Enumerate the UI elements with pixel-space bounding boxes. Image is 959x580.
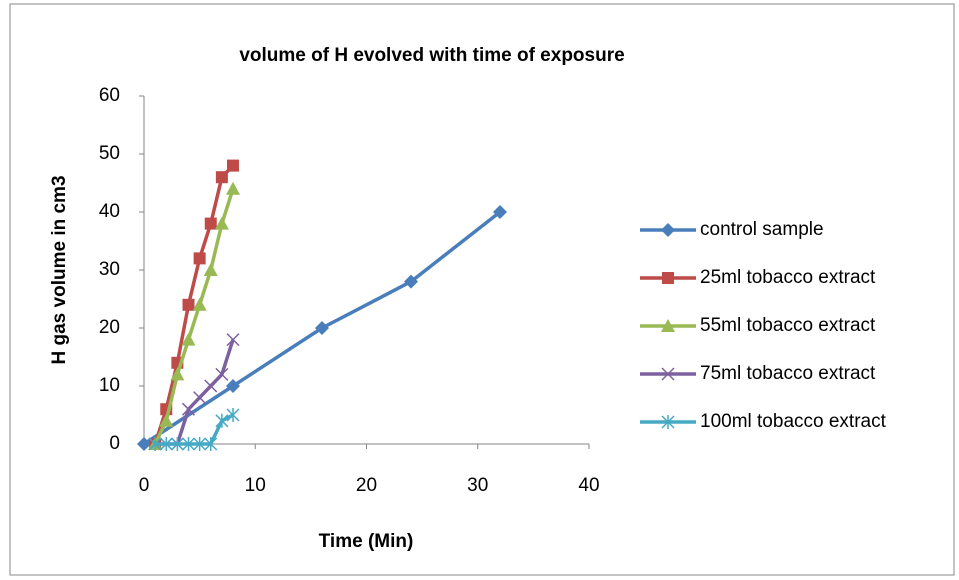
marker	[214, 216, 229, 230]
legend-label: 25ml tobacco extract	[700, 267, 876, 288]
legend-marker	[661, 223, 675, 237]
marker	[193, 437, 207, 451]
y-tick-label: 60	[99, 85, 120, 106]
y-tick-label: 10	[99, 375, 120, 396]
marker	[226, 379, 240, 393]
marker	[215, 171, 228, 184]
legend-marker	[662, 272, 674, 284]
marker	[193, 391, 207, 405]
marker	[182, 298, 195, 311]
marker	[192, 297, 207, 311]
marker	[493, 205, 507, 219]
marker	[159, 437, 173, 451]
marker	[204, 217, 217, 230]
y-tick-label: 0	[109, 433, 120, 454]
marker	[226, 181, 240, 195]
marker	[170, 437, 184, 451]
legend-marker	[661, 415, 675, 429]
series-line	[153, 164, 235, 445]
x-tick-label: 30	[467, 475, 488, 496]
x-axis-title: Time (Min)	[319, 531, 414, 552]
y-tick-label: 40	[99, 201, 120, 222]
marker	[148, 437, 162, 451]
marker	[227, 159, 239, 172]
marker	[215, 413, 229, 428]
chart-border	[9, 3, 955, 576]
marker	[137, 437, 151, 451]
legend-label: 100ml tobacco extract	[700, 411, 887, 432]
marker	[226, 408, 240, 422]
legend-label: 75ml tobacco extract	[700, 363, 876, 384]
chart-title: volume of H evolved with time of exposur…	[239, 45, 624, 66]
y-tick-label: 50	[99, 143, 120, 164]
marker	[204, 379, 218, 393]
marker	[181, 437, 196, 451]
x-tick-label: 0	[139, 475, 150, 496]
x-tick-label: 10	[245, 475, 266, 496]
series-line	[153, 188, 235, 445]
legend-label: control sample	[700, 219, 824, 240]
legend-label: 55ml tobacco extract	[700, 315, 876, 336]
marker	[226, 333, 240, 347]
legend-marker	[661, 319, 675, 332]
marker	[181, 332, 196, 346]
marker	[215, 367, 229, 381]
marker	[170, 367, 185, 381]
x-tick-label: 40	[578, 475, 599, 496]
marker	[159, 413, 174, 427]
marker	[193, 252, 206, 265]
marker	[203, 263, 218, 276]
series-line	[155, 413, 234, 446]
x-tick-label: 20	[356, 475, 377, 496]
legend-marker	[661, 367, 675, 381]
marker	[181, 402, 196, 416]
marker	[404, 274, 418, 289]
y-tick-label: 30	[99, 259, 120, 280]
marker	[204, 437, 218, 451]
marker	[315, 321, 329, 335]
y-tick-label: 20	[99, 317, 120, 338]
y-axis-title: H gas volume in cm3	[49, 175, 70, 364]
